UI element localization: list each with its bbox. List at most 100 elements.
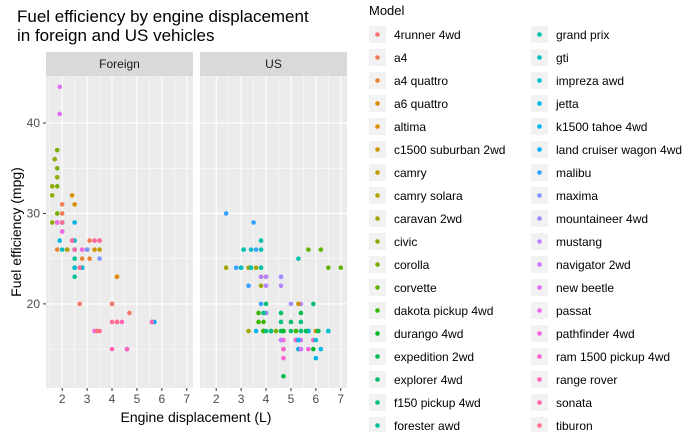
legend-swatch bbox=[537, 101, 542, 106]
data-point bbox=[79, 256, 85, 261]
y-tick-label: 20 bbox=[27, 297, 41, 311]
legend-item: gti bbox=[531, 49, 569, 66]
legend-label: impreza awd bbox=[556, 74, 624, 88]
legend-item: durango 4wd bbox=[369, 325, 463, 342]
legend-label: maxima bbox=[556, 189, 598, 203]
x-tick-label: 5 bbox=[134, 392, 141, 406]
data-point bbox=[253, 265, 259, 271]
legend-item: a6 quattro bbox=[369, 95, 448, 112]
data-point bbox=[97, 247, 102, 252]
x-tick-label: 2 bbox=[213, 392, 220, 406]
legend-item: passat bbox=[531, 302, 592, 319]
data-point bbox=[54, 165, 60, 171]
data-point bbox=[296, 301, 301, 307]
data-point bbox=[311, 346, 316, 352]
legend: Model 4runner 4wd a4 a4 quattro a6 quattro a… bbox=[369, 3, 682, 432]
facet-strip bbox=[46, 52, 193, 76]
data-point bbox=[256, 310, 261, 316]
data-point bbox=[149, 319, 155, 325]
legend-swatch bbox=[537, 331, 542, 336]
legend-label: pathfinder 4wd bbox=[556, 327, 635, 341]
data-point bbox=[281, 328, 286, 334]
legend-item: jetta bbox=[531, 95, 579, 112]
data-point bbox=[258, 265, 264, 271]
data-point bbox=[77, 301, 82, 307]
legend-swatch bbox=[537, 78, 542, 83]
chart-title: Fuel efficiency by engine displacement i… bbox=[17, 7, 309, 45]
chart-title-line-2: in foreign and US vehicles bbox=[17, 26, 215, 45]
chart-title-line-1: Fuel efficiency by engine displacement bbox=[17, 7, 309, 26]
legend-label: explorer 4wd bbox=[394, 373, 463, 387]
data-point bbox=[241, 247, 246, 252]
data-point bbox=[57, 111, 63, 117]
data-point bbox=[127, 310, 132, 316]
legend-item: dakota pickup 4wd bbox=[369, 302, 493, 319]
data-point bbox=[258, 247, 264, 252]
legend-swatch bbox=[375, 239, 380, 244]
panel-us: US 2 3 4 5 6 7 bbox=[200, 52, 347, 406]
legend-item: mustang bbox=[531, 233, 602, 250]
legend-item: impreza awd bbox=[531, 72, 624, 89]
data-point bbox=[258, 274, 264, 280]
legend-swatch bbox=[375, 354, 380, 359]
data-point bbox=[253, 328, 259, 334]
data-point bbox=[114, 319, 120, 325]
legend-item: camry bbox=[369, 164, 427, 181]
data-point bbox=[77, 265, 82, 271]
data-point bbox=[246, 328, 251, 334]
data-point bbox=[258, 283, 264, 289]
legend-swatch bbox=[537, 32, 542, 37]
data-point bbox=[251, 220, 256, 225]
x-tick-label: 5 bbox=[288, 392, 295, 406]
legend-swatch bbox=[375, 400, 380, 405]
legend-swatch bbox=[375, 262, 380, 267]
data-point bbox=[92, 247, 97, 252]
legend-swatch bbox=[375, 101, 380, 106]
data-point bbox=[318, 247, 324, 252]
legend-label: range rover bbox=[556, 373, 617, 387]
data-point bbox=[298, 310, 304, 316]
legend-item: pathfinder 4wd bbox=[531, 325, 635, 342]
legend-swatch bbox=[375, 124, 380, 129]
y-axis-title: Fuel efficiency (mpg) bbox=[8, 167, 24, 297]
data-point bbox=[263, 328, 269, 334]
legend-swatch bbox=[537, 354, 542, 359]
data-point bbox=[248, 247, 254, 252]
data-point bbox=[97, 328, 102, 334]
legend-label: durango 4wd bbox=[394, 327, 463, 341]
legend-swatch bbox=[537, 147, 542, 152]
x-tick-label: 3 bbox=[84, 392, 91, 406]
data-point bbox=[278, 283, 284, 289]
legend-label: camry bbox=[394, 166, 427, 180]
data-point bbox=[72, 274, 77, 280]
legend-item: expedition 2wd bbox=[369, 348, 474, 365]
data-point bbox=[64, 247, 70, 252]
data-point bbox=[54, 147, 60, 153]
legend-swatch bbox=[537, 377, 542, 382]
legend-label: tiburon bbox=[556, 419, 593, 432]
legend-label: grand prix bbox=[556, 28, 609, 42]
data-point bbox=[306, 247, 311, 252]
data-point bbox=[298, 319, 304, 325]
data-point bbox=[298, 328, 304, 334]
data-point bbox=[59, 247, 65, 252]
legend-label: passat bbox=[556, 304, 592, 318]
data-point bbox=[59, 211, 65, 216]
data-point bbox=[69, 193, 75, 198]
legend-label: malibu bbox=[556, 166, 591, 180]
legend-swatch bbox=[375, 377, 380, 382]
data-point bbox=[97, 238, 102, 243]
data-point bbox=[72, 256, 77, 261]
legend-label: navigator 2wd bbox=[556, 258, 631, 272]
legend-swatch bbox=[537, 239, 542, 244]
data-point bbox=[278, 274, 284, 280]
data-point bbox=[72, 265, 77, 271]
legend-item: caravan 2wd bbox=[369, 210, 462, 227]
legend-label: k1500 tahoe 4wd bbox=[556, 120, 647, 134]
legend-swatch bbox=[375, 423, 380, 428]
data-point bbox=[223, 211, 229, 216]
facet-strip bbox=[200, 52, 347, 76]
data-point bbox=[296, 256, 301, 261]
data-point bbox=[281, 355, 286, 361]
data-point bbox=[318, 346, 324, 352]
